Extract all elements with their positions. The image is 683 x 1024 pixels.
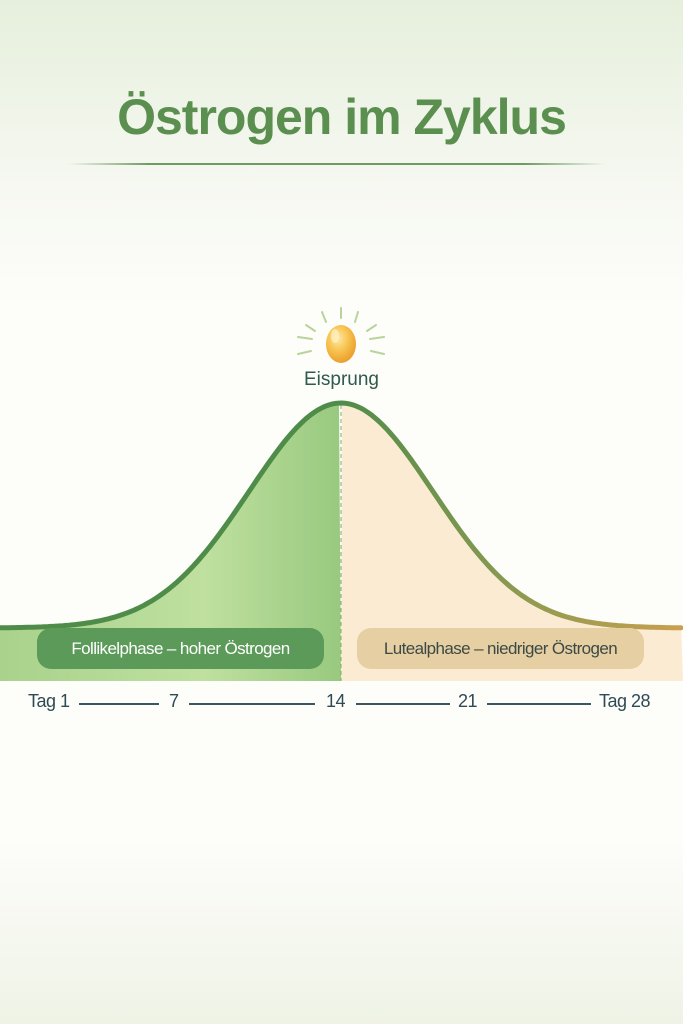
follicular-phase-area [0, 403, 341, 681]
title-divider [68, 163, 605, 165]
estrogen-curve [0, 400, 683, 631]
page-title: Östrogen im Zyklus [117, 89, 567, 145]
ovulation-label: Eisprung [304, 369, 379, 390]
luteal-phase-label: Lutealphase – niedriger Östrogen [357, 628, 644, 669]
tick-day-14: 14 [326, 691, 346, 711]
axis-segment [487, 703, 591, 705]
luteal-phase-area [341, 403, 683, 681]
axis-segment [356, 703, 450, 705]
tick-day-1: Tag 1 [28, 691, 70, 711]
axis-segment [79, 703, 159, 705]
follicular-phase-label: Follikelphase – hoher Östrogen [37, 628, 324, 669]
axis-segment [189, 703, 315, 705]
egg-icon [297, 307, 385, 363]
estrogen-curve-diagram [0, 307, 683, 681]
tick-day-7: 7 [169, 691, 179, 711]
tick-day-21: 21 [458, 691, 478, 711]
tick-day-28: Tag 28 [599, 691, 651, 711]
